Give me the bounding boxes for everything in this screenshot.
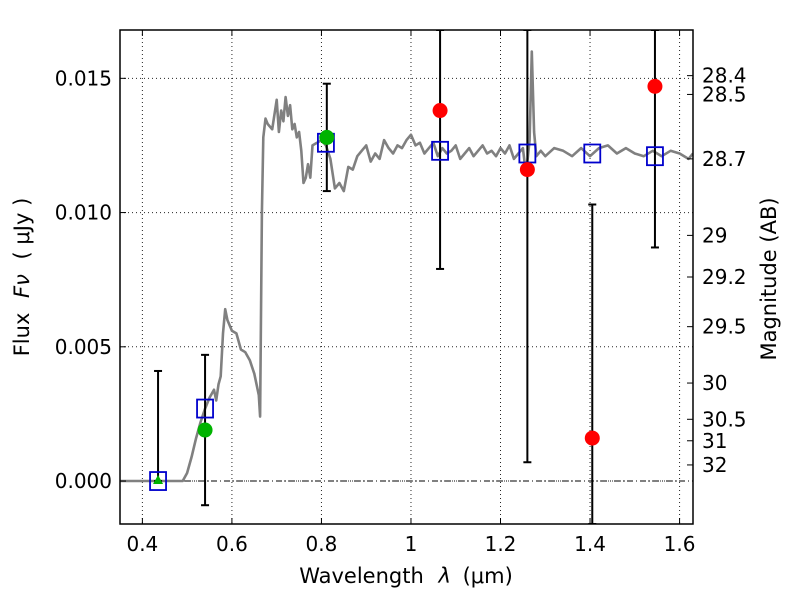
detection-point	[319, 129, 335, 145]
model-photometry-square	[431, 140, 449, 161]
model-photometry-square	[583, 143, 602, 164]
model-photometry-square	[196, 398, 214, 419]
y-axis-label-symbol: Fν	[10, 274, 34, 298]
y2-tick-label: 28.5	[702, 82, 747, 106]
nondetection-point	[584, 430, 600, 446]
axis-ticks: 0.4 0.6 0.8 1 1.2 1.4 1.6 0.000 0.005 0.010 0.015 2…	[55, 30, 747, 556]
x-axis-label: Wavelength λ (μm)	[299, 564, 513, 588]
y-tick-label: 0.015	[55, 66, 112, 90]
x-axis-label-unit: (μm)	[463, 564, 513, 588]
y-tick-label: 0.000	[55, 469, 112, 493]
x-tick-label: 1	[405, 532, 418, 556]
y2-tick-label: 29.5	[702, 315, 747, 339]
x-axis-label-symbol: λ	[437, 564, 450, 588]
y2-tick-label: 30	[702, 371, 727, 395]
upper-limit-marker	[153, 475, 164, 485]
x-axis-label-text: Wavelength	[299, 564, 424, 588]
x-tick-label: 0.6	[216, 532, 248, 556]
x-tick-label: 1.4	[574, 532, 606, 556]
x-tick-label: 0.4	[126, 532, 158, 556]
y2-tick-label: 30.5	[702, 407, 747, 431]
model-photometry-square	[149, 471, 167, 491]
x-tick-label: 0.8	[306, 532, 338, 556]
model-photometry-square	[646, 146, 664, 167]
y2-tick-label: 29.2	[702, 265, 747, 289]
y-axis-label: Flux Fν ( μJy )	[10, 198, 34, 357]
y2-tick-label: 29	[702, 223, 727, 247]
detection-point	[197, 422, 213, 438]
y2-axis-label: Magnitude (AB)	[757, 197, 781, 360]
y-axis-label-text: Flux	[10, 313, 34, 357]
y2-tick-label: 32	[702, 453, 727, 477]
nondetection-point	[432, 103, 448, 119]
y2-tick-label: 28.4	[702, 64, 747, 88]
nondetection-point	[647, 78, 663, 94]
y-tick-label: 0.005	[55, 335, 112, 359]
plot-area	[120, 30, 693, 524]
x-tick-label: 1.6	[664, 532, 696, 556]
nondetection-point	[519, 162, 535, 178]
y2-tick-label: 28.7	[702, 147, 747, 171]
y-axis-label-unit: ( μJy )	[10, 198, 34, 260]
x-tick-label: 1.2	[485, 532, 517, 556]
model-spectrum-line	[120, 50, 693, 483]
y2-tick-label: 31	[702, 429, 727, 453]
y-tick-label: 0.010	[55, 201, 112, 225]
